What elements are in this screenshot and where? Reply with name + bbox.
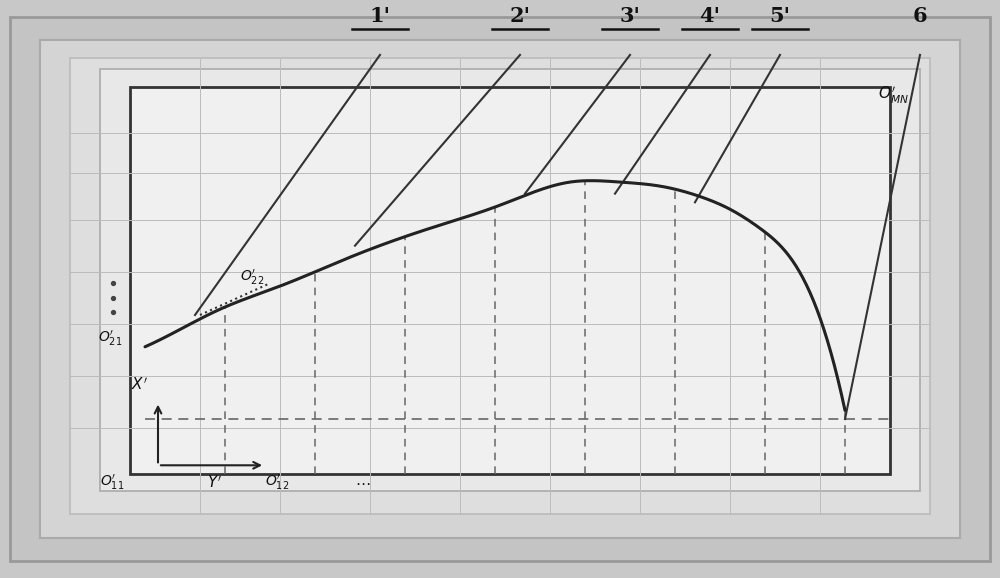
Text: 5': 5'	[770, 6, 790, 26]
Text: 1': 1'	[370, 6, 390, 26]
Bar	[130, 87, 890, 474]
Text: $X'$: $X'$	[131, 376, 148, 393]
Text: $O_{22}'$: $O_{22}'$	[240, 268, 264, 287]
Text: $O_{12}'$: $O_{12}'$	[265, 473, 289, 492]
Text: 2': 2'	[510, 6, 530, 26]
Bar	[100, 69, 920, 491]
Text: $Y'$: $Y'$	[207, 475, 223, 491]
Bar	[70, 58, 930, 514]
Text: $\cdots$: $\cdots$	[355, 475, 370, 490]
Text: 3': 3'	[620, 6, 640, 26]
Text: $O_{21}'$: $O_{21}'$	[98, 328, 122, 348]
Bar	[40, 40, 960, 538]
Text: 4': 4'	[700, 6, 720, 26]
Text: $O_{MN}'$: $O_{MN}'$	[878, 85, 909, 106]
Text: $O_{11}'$: $O_{11}'$	[100, 473, 124, 492]
Text: 6: 6	[913, 6, 927, 26]
